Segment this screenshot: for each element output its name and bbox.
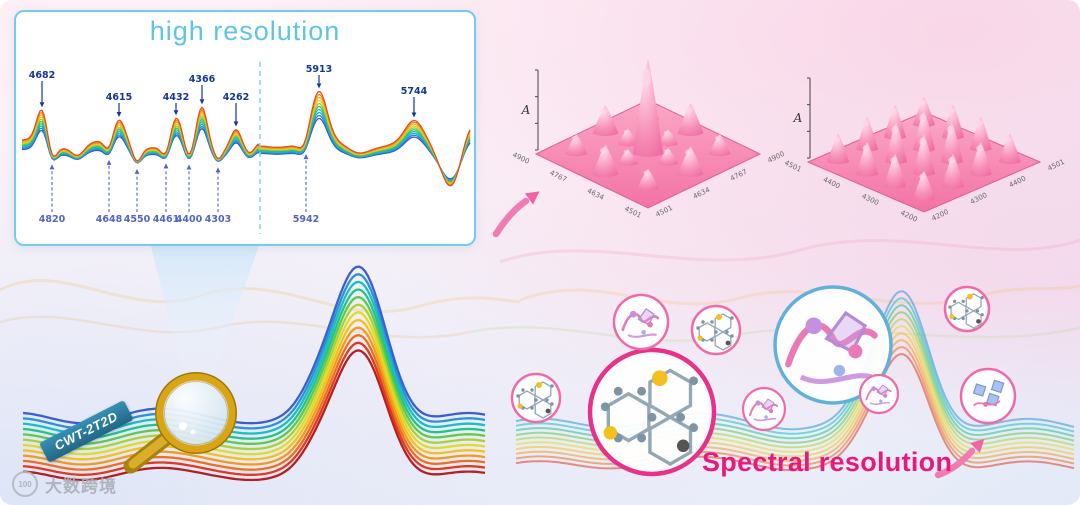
watermark: 100 大数跨境 xyxy=(12,471,117,497)
watermark-logo-text: 100 xyxy=(18,479,32,489)
arrow-spectral-resolution xyxy=(934,447,976,479)
watermark-logo-icon: 100 xyxy=(12,471,38,497)
spectral-resolution-caption: Spectral resolution xyxy=(702,447,953,477)
peak-label: 4615 xyxy=(106,92,132,103)
peak-label: 4461 xyxy=(153,214,179,225)
z-axis-label: A xyxy=(521,103,531,117)
molecule-circle xyxy=(858,373,900,415)
peak-label: 4432 xyxy=(163,92,189,103)
high-resolution-panel: high resolution 4682 4615 4432 4366 4262 5913… xyxy=(14,10,476,246)
peak-label: 4303 xyxy=(205,214,231,225)
peak-label: 4648 xyxy=(96,214,123,225)
peak-label: 4262 xyxy=(223,92,249,103)
z-axis-label: A xyxy=(793,111,803,125)
watermark-text: 大数跨境 xyxy=(45,476,117,496)
peak-label: 4366 xyxy=(189,74,216,85)
arrow-to-surface xyxy=(492,197,530,238)
peak-label: 5744 xyxy=(401,86,428,97)
peak-label: 4820 xyxy=(39,214,66,225)
peak-label: 4682 xyxy=(29,70,55,81)
magnifier-icon xyxy=(123,372,237,474)
peak-label: 4400 xyxy=(176,214,203,225)
peak-label: 5942 xyxy=(293,214,319,225)
peak-label: 4550 xyxy=(124,214,151,225)
peak-label: 5913 xyxy=(306,64,332,75)
panel-title: high resolution xyxy=(149,16,341,46)
